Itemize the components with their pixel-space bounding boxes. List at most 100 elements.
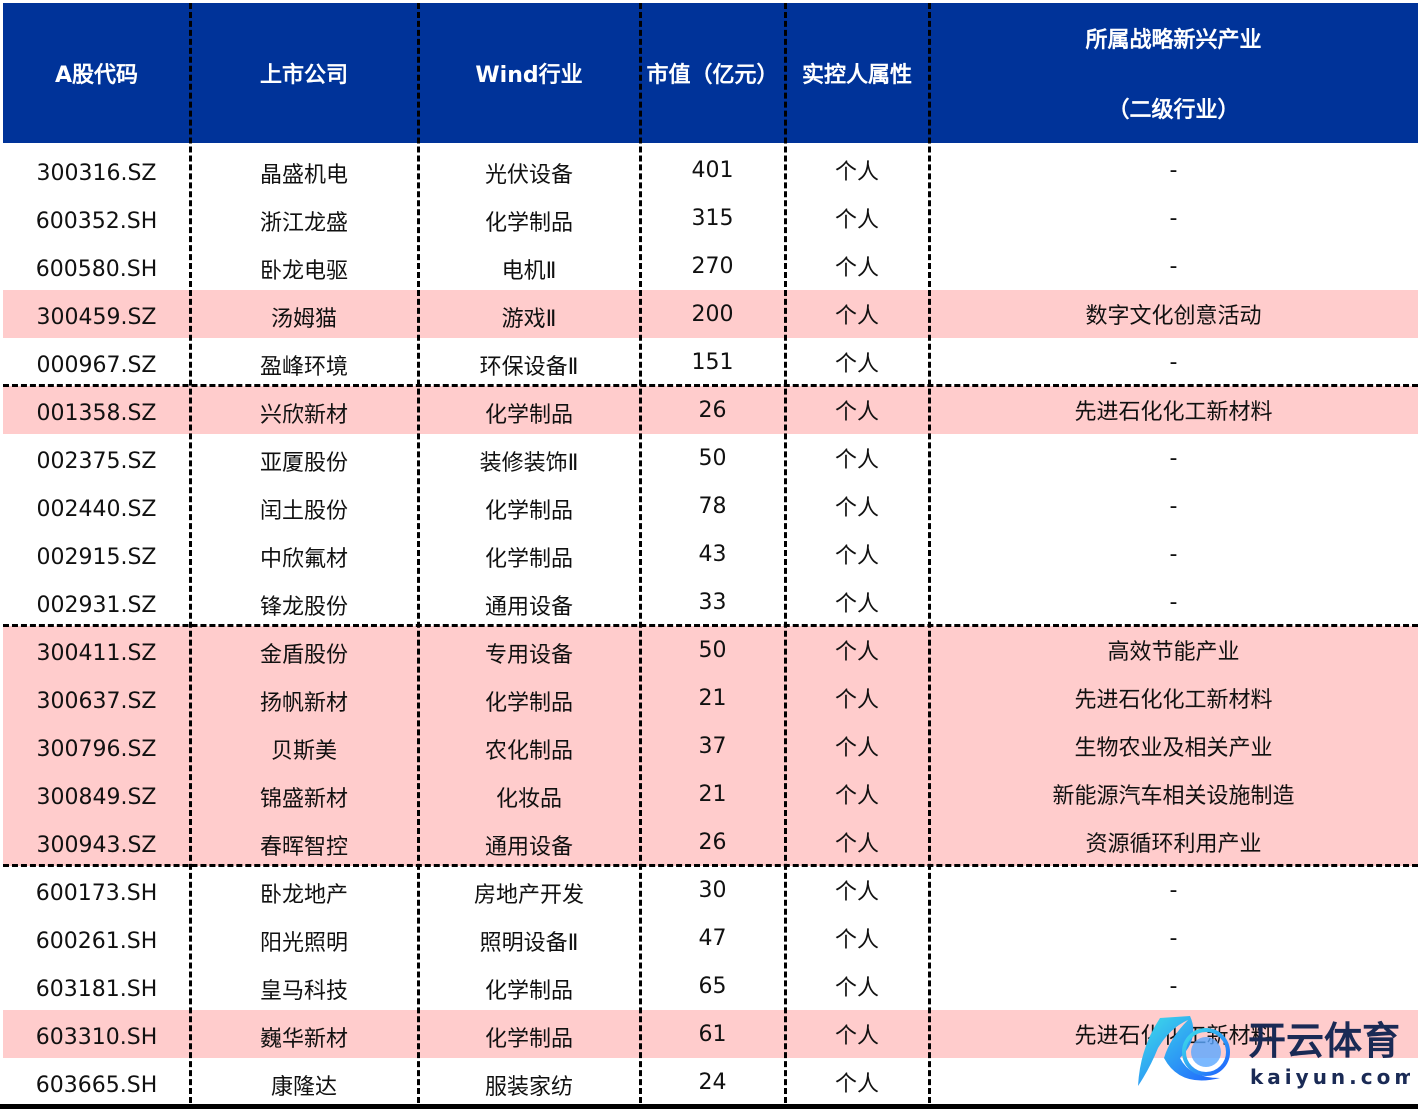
- cell-company: 锋龙股份: [259, 595, 348, 620]
- table-row: 300796.SZ 贝斯美 农化制品 37 个人 生物农业及相关产业: [3, 722, 1418, 770]
- table-row: 600261.SH 阳光照明 照明设备Ⅱ 47 个人 -: [3, 914, 1418, 962]
- cell-controller-type: 个人: [834, 1024, 879, 1049]
- svg-text:开云体育: 开云体育: [1248, 1019, 1400, 1063]
- cell-strategic-industry: -: [1169, 445, 1178, 471]
- cell-controller-type: 个人: [834, 256, 879, 281]
- cell-company: 晶盛机电: [259, 163, 348, 188]
- table-header: [3, 3, 1418, 143]
- cell-code: 300316.SZ: [36, 160, 157, 186]
- cell-code: 300796.SZ: [36, 736, 157, 762]
- cell-controller-type: 个人: [834, 448, 879, 473]
- cell-code: 300849.SZ: [36, 784, 157, 810]
- cell-company: 亚厦股份: [259, 451, 348, 476]
- cell-strategic-industry: -: [1169, 349, 1178, 375]
- cell-market-cap: 21: [698, 685, 727, 711]
- cell-code: 000967.SZ: [36, 352, 157, 378]
- cell-code: 600580.SH: [35, 256, 158, 282]
- cell-market-cap: 24: [698, 1069, 727, 1095]
- cell-market-cap: 37: [698, 733, 727, 759]
- group-divider: [3, 864, 1418, 867]
- cell-code: 300459.SZ: [36, 304, 157, 330]
- cell-market-cap: 50: [698, 445, 727, 471]
- cell-company: 皇马科技: [259, 979, 348, 1004]
- cell-code: 600261.SH: [35, 928, 158, 954]
- table-row: 002440.SZ 闰土股份 化学制品 78 个人 -: [3, 482, 1418, 530]
- cell-company: 汤姆猫: [270, 307, 337, 332]
- cell-controller-type: 个人: [834, 736, 879, 761]
- cell-industry: 通用设备: [484, 835, 573, 860]
- cell-strategic-industry: -: [1169, 973, 1178, 999]
- cell-controller-type: 个人: [834, 304, 879, 329]
- cell-market-cap: 50: [698, 637, 727, 663]
- cell-strategic-industry: 生物农业及相关产业: [1074, 736, 1273, 761]
- cell-strategic-industry: -: [1169, 157, 1178, 183]
- table-row: 000967.SZ 盈峰环境 环保设备Ⅱ 151 个人 -: [3, 338, 1418, 386]
- cell-industry: 化学制品: [484, 499, 573, 524]
- table-row: 300316.SZ 晶盛机电 光伏设备 401 个人 -: [3, 146, 1418, 194]
- cell-code: 001358.SZ: [36, 400, 157, 426]
- cell-market-cap: 200: [691, 301, 734, 327]
- cell-industry: 通用设备: [484, 595, 573, 620]
- table-row: 002375.SZ 亚厦股份 装修装饰Ⅱ 50 个人 -: [3, 434, 1418, 482]
- column-divider: [417, 3, 420, 1103]
- cell-company: 康隆达: [270, 1075, 337, 1100]
- header-line: （二级行业）: [1107, 98, 1240, 123]
- header-market-cap: 市值（亿元）: [646, 63, 779, 88]
- cell-market-cap: 43: [698, 541, 727, 567]
- cell-industry: 房地产开发: [473, 883, 584, 908]
- column-divider: [639, 3, 642, 1103]
- cell-controller-type: 个人: [834, 592, 879, 617]
- table-row: 600580.SH 卧龙电驱 电机Ⅱ 270 个人 -: [3, 242, 1418, 290]
- cell-market-cap: 33: [698, 589, 727, 615]
- column-divider: [928, 3, 931, 1103]
- table-row: 300411.SZ 金盾股份 专用设备 50 个人 高效节能产业: [3, 626, 1418, 674]
- cell-controller-type: 个人: [834, 784, 879, 809]
- cell-market-cap: 401: [691, 157, 734, 183]
- cell-strategic-industry: 资源循环利用产业: [1085, 832, 1262, 857]
- cell-strategic-industry: 新能源汽车相关设施制造: [1052, 784, 1295, 809]
- cell-industry: 环保设备Ⅱ: [479, 355, 579, 380]
- cell-market-cap: 270: [691, 253, 734, 279]
- cell-code: 300943.SZ: [36, 832, 157, 858]
- cell-controller-type: 个人: [834, 352, 879, 377]
- cell-company: 贝斯美: [270, 739, 337, 764]
- cell-industry: 化学制品: [484, 979, 573, 1004]
- cell-industry: 化学制品: [484, 547, 573, 572]
- cell-code: 603181.SH: [35, 976, 158, 1002]
- cell-company: 盈峰环境: [259, 355, 348, 380]
- cell-company: 兴欣新材: [259, 403, 348, 428]
- cell-code: 002915.SZ: [36, 544, 157, 570]
- cell-company: 扬帆新材: [259, 691, 348, 716]
- cell-code: 002440.SZ: [36, 496, 157, 522]
- cell-controller-type: 个人: [834, 160, 879, 185]
- cell-industry: 服装家纺: [484, 1075, 573, 1100]
- header-industry: Wind行业: [475, 63, 583, 88]
- cell-company: 卧龙电驱: [259, 259, 348, 284]
- table-row: 600173.SH 卧龙地产 房地产开发 30 个人 -: [3, 866, 1418, 914]
- cell-code: 600173.SH: [35, 880, 158, 906]
- table-row: 300459.SZ 汤姆猫 游戏Ⅱ 200 个人 数字文化创意活动: [3, 290, 1418, 338]
- cell-market-cap: 21: [698, 781, 727, 807]
- table-row: 002931.SZ 锋龙股份 通用设备 33 个人 -: [3, 578, 1418, 626]
- cell-industry: 化学制品: [484, 211, 573, 236]
- column-divider: [189, 3, 192, 1103]
- cell-industry: 照明设备Ⅱ: [479, 931, 579, 956]
- table-row: 603181.SH 皇马科技 化学制品 65 个人 -: [3, 962, 1418, 1010]
- header-strategic-industry: 所属战略新兴产业 （二级行业）: [929, 3, 1418, 143]
- cell-controller-type: 个人: [834, 976, 879, 1001]
- cell-code: 300411.SZ: [36, 640, 157, 666]
- group-divider: [3, 624, 1418, 627]
- cell-strategic-industry: -: [1169, 925, 1178, 951]
- cell-controller-type: 个人: [834, 832, 879, 857]
- cell-code: 002931.SZ: [36, 592, 157, 618]
- cell-industry: 装修装饰Ⅱ: [479, 451, 579, 476]
- cell-controller-type: 个人: [834, 400, 879, 425]
- cell-company: 巍华新材: [259, 1027, 348, 1052]
- column-divider: [784, 3, 787, 1103]
- cell-code: 300637.SZ: [36, 688, 157, 714]
- table-row: 300943.SZ 春晖智控 通用设备 26 个人 资源循环利用产业: [3, 818, 1418, 866]
- cell-company: 浙江龙盛: [259, 211, 348, 236]
- cell-company: 卧龙地产: [259, 883, 348, 908]
- bottom-border: [0, 1104, 1418, 1109]
- cell-code: 002375.SZ: [36, 448, 157, 474]
